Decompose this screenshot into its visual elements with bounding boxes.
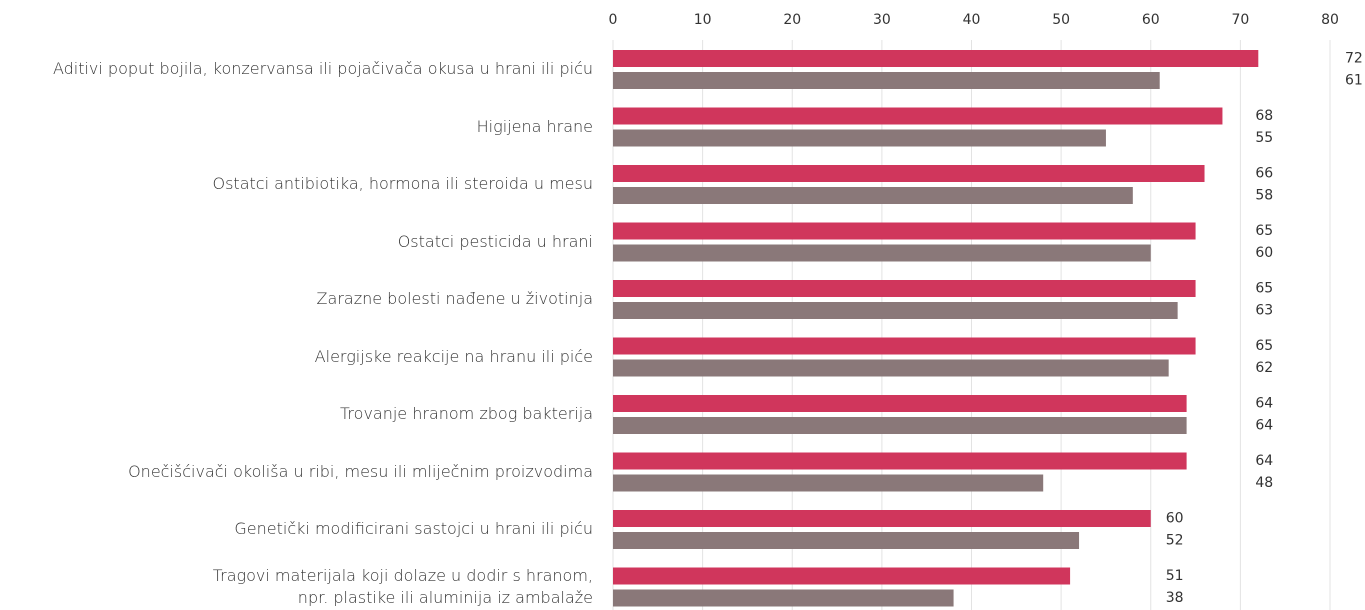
- category-label: Trovanje hranom zbog bakterija: [340, 404, 593, 423]
- bar: [613, 222, 1196, 240]
- data-label: 72: [1345, 51, 1363, 67]
- data-label: 62: [1255, 360, 1273, 376]
- data-label: 48: [1255, 475, 1273, 491]
- data-label: 64: [1255, 396, 1273, 412]
- x-tick-label: 30: [873, 12, 891, 28]
- data-label: 58: [1255, 188, 1273, 204]
- bar: [613, 395, 1187, 412]
- data-label: 38: [1166, 590, 1184, 606]
- x-tick-label: 20: [783, 12, 801, 28]
- data-label: 60: [1166, 511, 1184, 527]
- x-tick-label: 80: [1321, 12, 1339, 28]
- bar: [613, 567, 1071, 585]
- data-label: 61: [1345, 73, 1363, 89]
- bar: [613, 72, 1160, 89]
- category-label: Genetički modificirani sastojci u hrani …: [234, 519, 593, 538]
- bar: [613, 417, 1187, 434]
- bar: [613, 244, 1151, 262]
- x-tick-label: 60: [1142, 12, 1160, 28]
- bar: [613, 302, 1178, 319]
- category-label: Aditivi poput bojila, konzervansa ili po…: [52, 59, 593, 78]
- bar: [613, 510, 1151, 527]
- bar: [613, 165, 1205, 182]
- bar: [613, 50, 1259, 67]
- x-tick-label: 50: [1052, 12, 1070, 28]
- bar: [613, 280, 1196, 297]
- bar: [613, 359, 1169, 377]
- bar: [613, 532, 1080, 549]
- data-label: 64: [1255, 453, 1273, 469]
- bar: [613, 337, 1196, 355]
- x-tick-label: 10: [694, 12, 712, 28]
- data-label: 52: [1166, 533, 1184, 549]
- data-label: 68: [1255, 108, 1273, 124]
- x-tick-label: 0: [609, 12, 618, 28]
- category-label: Onečišćivači okoliša u ribi, mesu ili ml…: [128, 461, 593, 481]
- category-label: Zarazne bolesti nađene u životinja: [316, 289, 593, 308]
- bar: [613, 107, 1223, 125]
- data-label: 51: [1166, 568, 1184, 584]
- data-label: 65: [1255, 223, 1273, 239]
- x-tick-label: 40: [963, 12, 981, 28]
- category-label: Ostatci pesticida u hrani: [397, 231, 593, 251]
- data-label: 65: [1255, 281, 1273, 297]
- data-label: 65: [1255, 338, 1273, 354]
- category-label: Alergijske reakcije na hranu ili piće: [314, 346, 593, 366]
- data-label: 63: [1255, 303, 1273, 319]
- category-label: Higijena hrane: [476, 116, 593, 136]
- data-label: 64: [1255, 418, 1273, 434]
- bar: [613, 589, 954, 607]
- data-label: 55: [1255, 130, 1273, 146]
- data-label: 60: [1255, 245, 1273, 261]
- category-label: Tragovi materijala koji dolaze u dodir s…: [212, 565, 593, 607]
- bar: [613, 187, 1133, 204]
- bar: [613, 474, 1044, 492]
- category-label: Ostatci antibiotika, hormona ili steroid…: [212, 174, 594, 193]
- bar: [613, 452, 1187, 470]
- bar: [613, 129, 1106, 147]
- data-label: 66: [1255, 166, 1273, 182]
- x-tick-label: 70: [1231, 12, 1249, 28]
